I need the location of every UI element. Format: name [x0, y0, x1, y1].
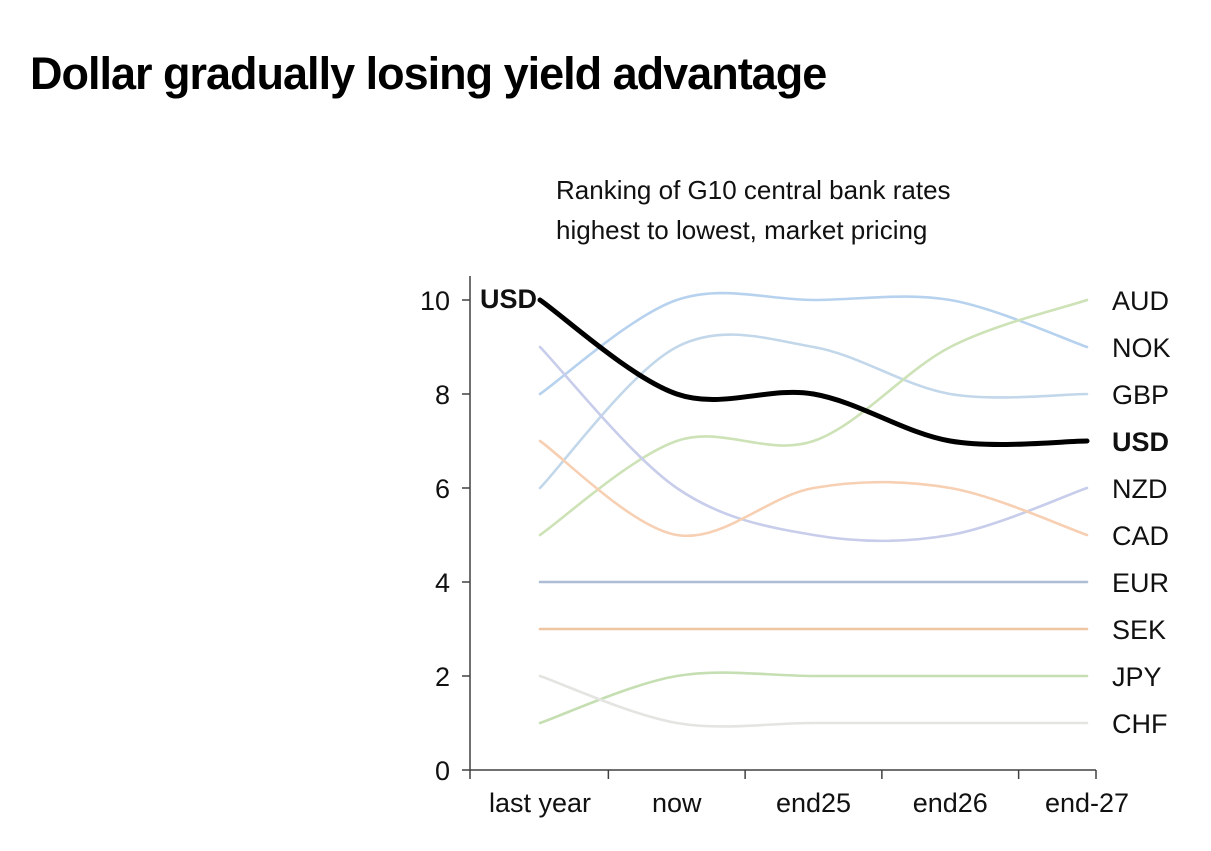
right-series-label-SEK: SEK — [1112, 615, 1166, 645]
right-series-label-EUR: EUR — [1112, 568, 1169, 598]
series-line-USD — [537, 297, 1090, 447]
x-axis-label: last year — [489, 788, 591, 818]
right-series-label-CHF: CHF — [1112, 709, 1168, 739]
right-series-label-CAD: CAD — [1112, 521, 1169, 551]
right-series-label-AUD: AUD — [1112, 286, 1169, 316]
right-series-label-NZD: NZD — [1112, 474, 1168, 504]
chart-subtitle-line2: highest to lowest, market pricing — [556, 215, 928, 245]
right-series-label-JPY: JPY — [1112, 662, 1162, 692]
right-series-label-USD: USD — [1112, 427, 1169, 457]
series-line-NZD — [538, 345, 1089, 543]
series-line-CHF — [538, 674, 1089, 728]
x-axis-label: now — [652, 788, 702, 818]
chart-subtitle-line1: Ranking of G10 central bank rates — [556, 175, 951, 205]
y-axis-tick-label: 0 — [435, 756, 450, 786]
right-series-label-GBP: GBP — [1112, 380, 1169, 410]
series-line-JPY — [538, 671, 1089, 725]
start-series-label-USD: USD — [480, 284, 537, 314]
y-axis-tick-label: 6 — [435, 474, 450, 504]
series-line-AUD — [538, 298, 1089, 537]
right-series-label-NOK: NOK — [1112, 333, 1171, 363]
series-line-GBP — [538, 333, 1089, 490]
x-axis-label: end26 — [913, 788, 988, 818]
series-line-CAD — [538, 439, 1089, 538]
page-title: Dollar gradually losing yield advantage — [30, 48, 827, 99]
axis-lines — [469, 276, 1096, 771]
chart-subtitle: Ranking of G10 central bank rates highes… — [556, 170, 951, 250]
y-axis-tick-label: 2 — [435, 662, 450, 692]
y-axis-tick-label: 8 — [435, 380, 450, 410]
series-line-NOK — [538, 291, 1089, 396]
y-axis-tick-label: 4 — [435, 568, 450, 598]
x-axis-label: end-27 — [1045, 788, 1129, 818]
x-axis-label: end25 — [776, 788, 851, 818]
y-axis-tick-label: 10 — [420, 286, 450, 316]
